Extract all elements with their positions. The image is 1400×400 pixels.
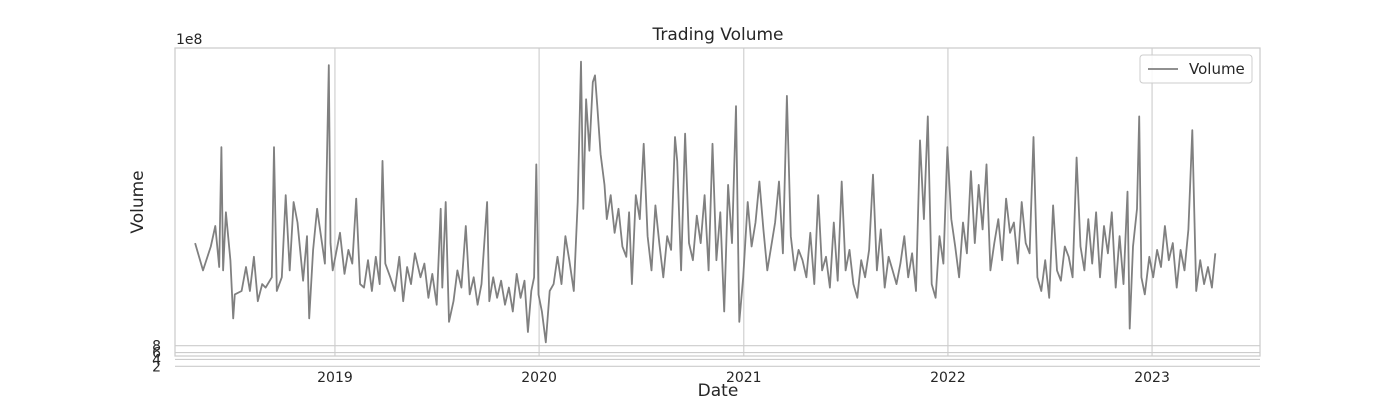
legend: Volume	[1139, 54, 1253, 84]
grid-lines	[175, 48, 1260, 367]
x-tick-label: 2019	[317, 370, 353, 386]
x-tick-label: 2020	[521, 370, 557, 386]
chart-title: Trading Volume	[651, 25, 783, 45]
y-tick-label: 4	[152, 352, 161, 368]
y-tick-label: 8	[152, 339, 161, 355]
plot-frame	[174, 47, 1261, 357]
legend-entry-volume: Volume	[1189, 60, 1245, 78]
series-line-volume	[194, 60, 1217, 344]
y-offset-label: 1e8	[176, 32, 202, 48]
y-tick-label: 2	[152, 359, 161, 375]
y-tick-label: 6	[152, 346, 161, 362]
y-axis-label: Volume	[128, 170, 148, 233]
legend-box	[1139, 54, 1253, 84]
x-tick-label: 2021	[726, 370, 762, 386]
x-tick-label: 2022	[930, 370, 966, 386]
x-axis-label: Date	[698, 381, 739, 400]
x-tick-label: 2023	[1134, 370, 1170, 386]
